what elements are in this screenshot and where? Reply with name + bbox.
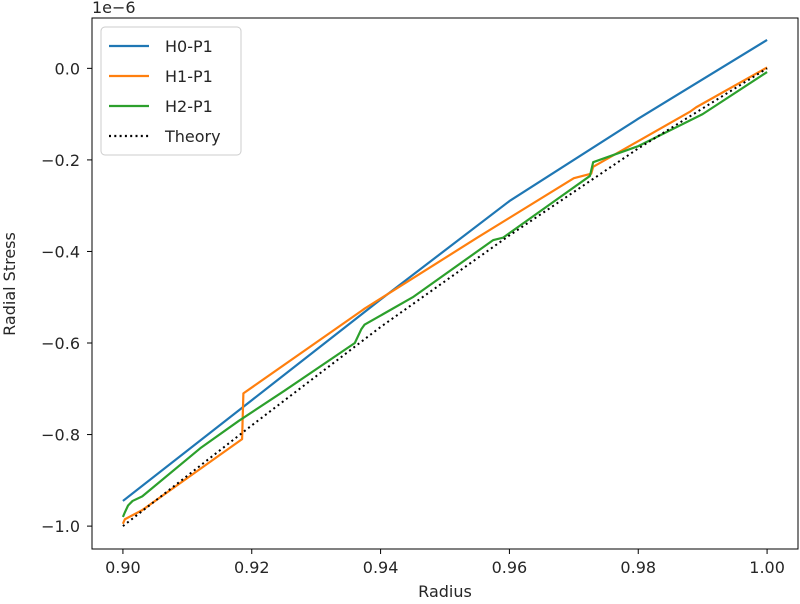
legend-entries: H0-P1 H1-P1 H2-P1 Theory (109, 37, 221, 146)
x-tick-label: 0.92 (234, 558, 270, 577)
y-axis-label: Radial Stress (0, 232, 19, 336)
legend-frame (100, 26, 242, 156)
y-tick-label: −0.6 (41, 334, 80, 353)
x-tick-label: 0.96 (492, 558, 528, 577)
legend: H0-P1 H1-P1 H2-P1 Theory (100, 26, 242, 156)
y-tick-label: 0.0 (55, 59, 80, 78)
y-tick-label: −0.8 (41, 426, 80, 445)
series-line-h0-p1 (122, 39, 768, 502)
x-tick-label: 0.90 (105, 558, 141, 577)
y-ticks: 0.0 −0.2 −0.4 −0.6 −0.8 −1.0 (41, 59, 92, 536)
series-line-h1-p1 (121, 66, 768, 525)
y-tick-label: −0.2 (41, 151, 80, 170)
x-ticks: 0.90 0.92 0.94 0.96 0.98 1.00 (105, 549, 785, 577)
series-line-theory (122, 67, 768, 527)
y-tick-label: −0.4 (41, 242, 80, 261)
series-line-h2-p1 (121, 71, 768, 518)
x-tick-label: 0.98 (620, 558, 656, 577)
legend-label-h2-p1: H2-P1 (165, 97, 213, 116)
x-tick-label: 1.00 (749, 558, 785, 577)
x-axis-label: Radius (418, 582, 472, 601)
y-tick-label: −1.0 (41, 517, 80, 536)
plot-frame (91, 17, 799, 550)
legend-label-theory: Theory (164, 127, 221, 146)
series-layer (121, 39, 768, 527)
legend-label-h1-p1: H1-P1 (165, 67, 213, 86)
x-tick-label: 0.94 (363, 558, 399, 577)
offset-text: 1e−6 (92, 0, 136, 17)
legend-label-h0-p1: H0-P1 (165, 37, 213, 56)
